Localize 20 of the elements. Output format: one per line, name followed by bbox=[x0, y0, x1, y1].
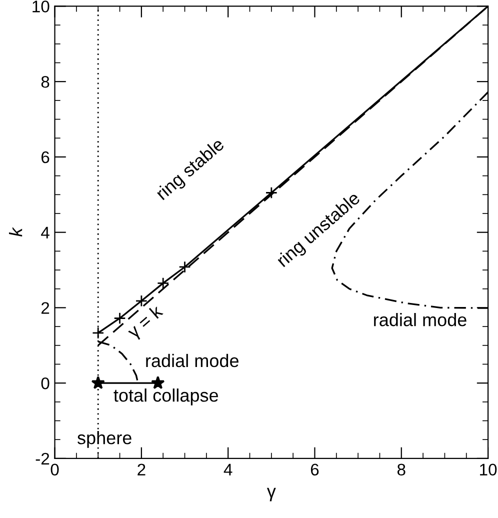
x-tick-label: 4 bbox=[224, 464, 232, 476]
x-axis-title: γ bbox=[266, 488, 276, 502]
y-tick-label: 2 bbox=[41, 302, 50, 314]
y-axis-title: k bbox=[8, 227, 22, 237]
y-tick-label: 8 bbox=[41, 76, 50, 88]
annotation: radial mode bbox=[374, 312, 466, 326]
y-tick-label: -2 bbox=[36, 452, 50, 464]
y-tick-label: 10 bbox=[32, 0, 50, 12]
annotation: sphere bbox=[78, 431, 132, 448]
x-tick-label: 2 bbox=[138, 464, 146, 476]
y-tick-label: 6 bbox=[41, 151, 50, 164]
x-tick-label: 6 bbox=[310, 464, 319, 476]
annotation: radial mode bbox=[146, 354, 238, 368]
x-tick-label: 10 bbox=[480, 464, 497, 476]
y-tick-label: 4 bbox=[41, 226, 50, 238]
annotation: total collapse bbox=[114, 388, 218, 406]
x-tick-label: 8 bbox=[397, 464, 406, 476]
x-tick-label: 0 bbox=[50, 464, 59, 476]
annotation: γ = k bbox=[126, 304, 166, 342]
y-tick-label: 0 bbox=[41, 377, 50, 390]
